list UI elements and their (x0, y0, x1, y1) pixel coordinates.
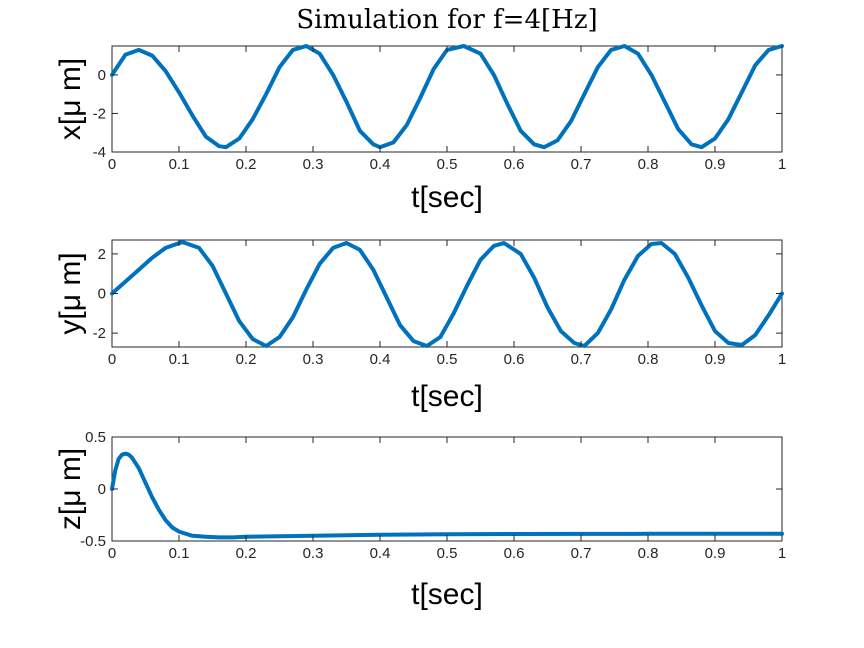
x-tick-label: 0.9 (705, 545, 726, 562)
plot-area (111, 239, 783, 348)
y-tick-label: 0.5 (85, 429, 106, 446)
y-axis-label: y[μ m] (54, 252, 87, 334)
x-tick-label: 0.1 (169, 156, 190, 173)
chart-title: Simulation for f=4[Hz] (296, 5, 597, 35)
x-tick-label: 0.8 (638, 351, 659, 368)
x-tick-label: 0.2 (236, 156, 257, 173)
x-tick-label: 0.4 (370, 351, 391, 368)
y-tick-label: -4 (93, 144, 106, 161)
series-line (110, 451, 784, 540)
y-tick-label: 0 (98, 286, 106, 303)
x-axis-label: t[sec] (411, 380, 483, 413)
x-tick-label: 1 (778, 156, 786, 173)
x-tick-label: 0.7 (571, 545, 592, 562)
x-tick-label: 0 (108, 351, 116, 368)
x-axis-label: t[sec] (411, 578, 483, 611)
x-tick-label: 0.1 (169, 351, 190, 368)
x-tick-label: 0.8 (638, 545, 659, 562)
x-tick-label: 0.8 (638, 156, 659, 173)
x-tick-label: 0 (108, 545, 116, 562)
plot-area (111, 45, 783, 153)
x-tick-label: 1 (778, 351, 786, 368)
x-tick-label: 0.2 (236, 351, 257, 368)
y-axis-label: x[μ m] (54, 58, 87, 140)
x-tick-label: 0.5 (437, 156, 458, 173)
x-tick-label: 0.2 (236, 545, 257, 562)
x-tick-label: 1 (778, 545, 786, 562)
subplot-2: 0 0.1 0.2 0.3 0.4 0.5 0.6 0.7 0.8 0.9 1-202t[sec]y… (54, 239, 786, 413)
x-tick-label: 0.4 (370, 156, 391, 173)
x-tick-label: 0.9 (705, 351, 726, 368)
y-tick-label: -2 (93, 325, 106, 342)
x-tick-label: 0.6 (504, 545, 525, 562)
x-tick-label: 0.4 (370, 545, 391, 562)
x-tick-label: 0.7 (571, 351, 592, 368)
x-tick-label: 0.6 (504, 351, 525, 368)
y-tick-label: 0 (98, 481, 106, 498)
plot-area (111, 436, 783, 542)
series-line (110, 240, 784, 348)
y-tick-label: 2 (98, 246, 106, 263)
y-tick-label: 0 (98, 67, 106, 84)
x-tick-label: 0.5 (437, 351, 458, 368)
subplot-1: 0 0.1 0.2 0.3 0.4 0.5 0.6 0.7 0.8 0.9 1 -4 -2 0 t[sec]… (54, 5, 786, 214)
x-tick-label: 0.6 (504, 156, 525, 173)
x-tick-label: 0.7 (571, 156, 592, 173)
subplot-3: 0 0.1 0.2 0.3 0.4 0.5 0.6 0.7 0.8 0.9 1-0.500.5t[s… (54, 429, 786, 611)
x-tick-label: 0.3 (303, 351, 324, 368)
series-line (110, 44, 784, 150)
x-tick-label: 0 (108, 156, 116, 173)
y-tick-label: -2 (93, 105, 106, 122)
y-axis-label: z[μ m] (54, 448, 87, 530)
x-tick-label: 0.3 (303, 156, 324, 173)
x-tick-label: 0.3 (303, 545, 324, 562)
x-tick-label: 0.5 (437, 545, 458, 562)
x-tick-label: 0.1 (169, 545, 190, 562)
x-tick-label: 0.9 (705, 156, 726, 173)
y-tick-label: -0.5 (80, 533, 106, 550)
x-axis-label: t[sec] (411, 181, 483, 214)
